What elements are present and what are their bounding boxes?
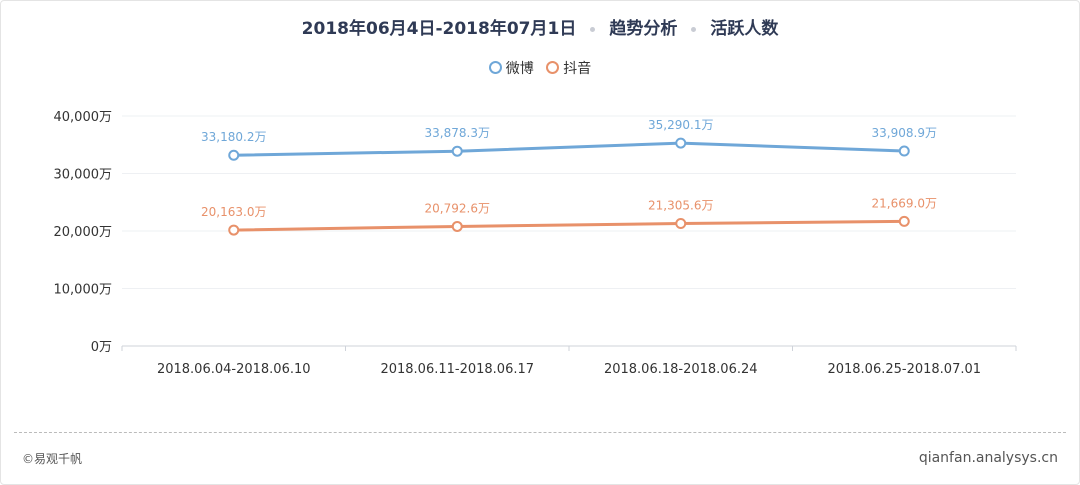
y-tick-label: 30,000万 bbox=[54, 168, 113, 183]
title-analysis-type: 趋势分析 bbox=[609, 19, 678, 39]
legend-item-douyin[interactable]: 抖音 bbox=[546, 58, 591, 78]
chart-legend: 微博 抖音 bbox=[0, 58, 1080, 78]
data-point bbox=[898, 215, 910, 227]
data-point bbox=[675, 137, 687, 149]
y-tick-label: 0万 bbox=[91, 340, 112, 355]
legend-item-weibo[interactable]: 微博 bbox=[488, 58, 534, 78]
data-label: 33,878.3万 bbox=[425, 126, 490, 140]
data-point bbox=[451, 220, 463, 232]
legend-label-weibo: 微博 bbox=[505, 61, 534, 77]
title-separator bbox=[691, 26, 697, 32]
legend-label-douyin: 抖音 bbox=[563, 61, 592, 77]
footer-divider bbox=[14, 432, 1066, 433]
data-point bbox=[898, 145, 910, 157]
data-label: 20,163.0万 bbox=[201, 205, 266, 219]
title-date-range: 2018年06月4日-2018年07月1日 bbox=[301, 19, 577, 39]
data-point bbox=[451, 145, 463, 157]
data-label: 21,669.0万 bbox=[872, 196, 937, 210]
legend-marker-douyin bbox=[546, 61, 560, 74]
data-point bbox=[675, 217, 687, 229]
chart-title: 2018年06月4日-2018年07月1日 趋势分析 活跃人数 bbox=[0, 14, 1080, 39]
y-tick-label: 40,000万 bbox=[54, 110, 113, 125]
footer-copyright: ©易观千帆 bbox=[22, 452, 83, 466]
x-tick-label: 2018.06.18-2018.06.24 bbox=[604, 362, 758, 377]
data-label: 20,792.6万 bbox=[425, 201, 490, 215]
data-point bbox=[228, 224, 240, 236]
footer-site: qianfan.analysys.cn bbox=[918, 450, 1058, 466]
y-tick-label: 20,000万 bbox=[54, 225, 113, 240]
data-label: 33,908.9万 bbox=[872, 126, 937, 140]
data-point bbox=[228, 149, 240, 161]
title-separator bbox=[590, 26, 596, 32]
series-line-0 bbox=[232, 141, 906, 157]
x-tick-label: 2018.06.11-2018.06.17 bbox=[380, 362, 534, 377]
y-tick-label: 10,000万 bbox=[54, 283, 113, 298]
x-tick-label: 2018.06.04-2018.06.10 bbox=[157, 362, 311, 377]
data-label: 33,180.2万 bbox=[201, 130, 266, 144]
legend-marker-weibo bbox=[488, 61, 502, 74]
data-label: 21,305.6万 bbox=[648, 198, 713, 212]
data-label: 35,290.1万 bbox=[648, 118, 713, 132]
series-line-1 bbox=[232, 219, 906, 232]
title-metric: 活跃人数 bbox=[710, 19, 779, 39]
x-tick-label: 2018.06.25-2018.07.01 bbox=[827, 362, 981, 377]
